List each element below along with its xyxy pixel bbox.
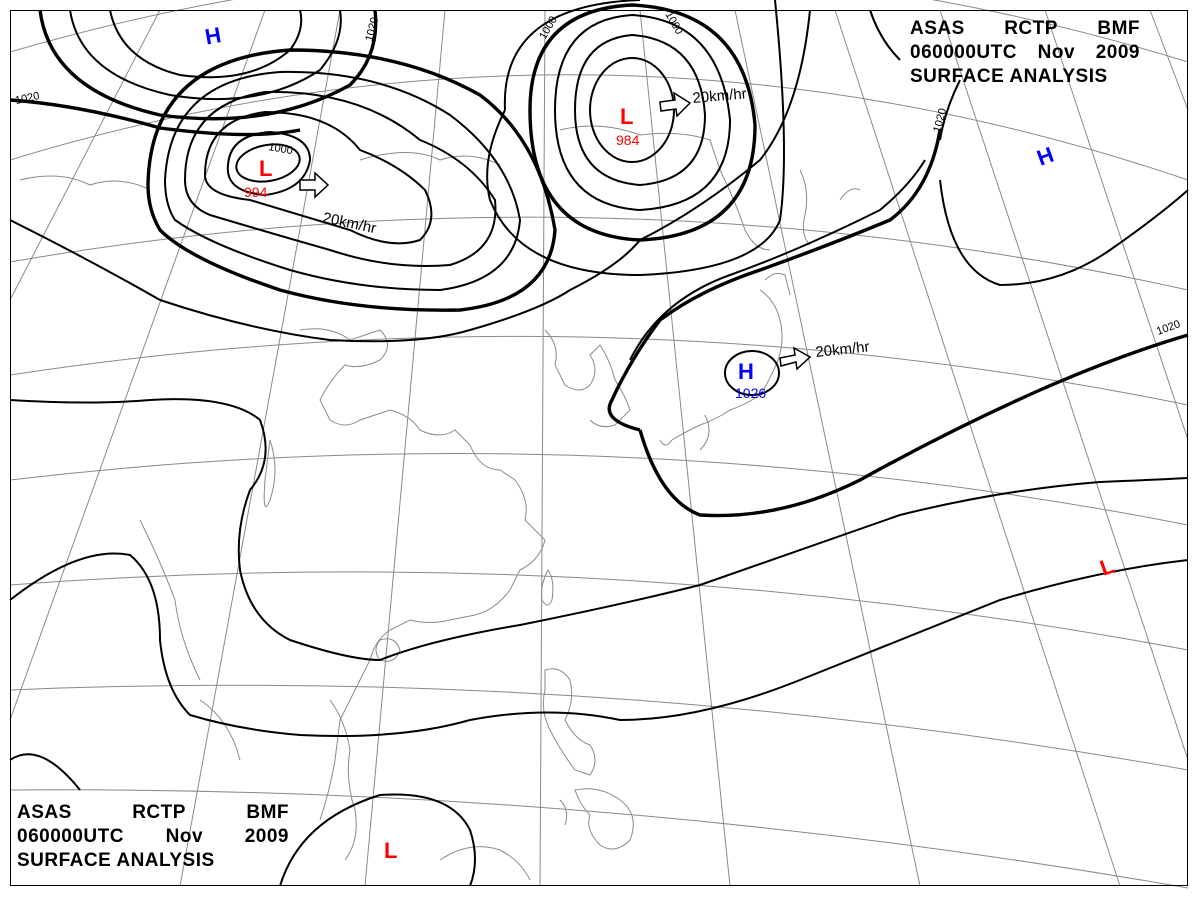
isobar xyxy=(163,70,522,292)
isobar-1026 xyxy=(724,350,780,396)
coastline-philippines-luzon xyxy=(542,668,596,776)
motion-speed-label: 20km/hr xyxy=(692,85,747,107)
coastline-japan xyxy=(659,272,791,451)
isobar xyxy=(9,753,476,887)
isobar xyxy=(869,9,1189,287)
header-product: ASAS xyxy=(910,18,965,39)
isobar xyxy=(629,159,926,361)
latitude-line xyxy=(9,684,1189,771)
isobar xyxy=(486,0,785,277)
longitude-line xyxy=(539,9,546,887)
isobar xyxy=(235,143,301,183)
motion-speed-label: 20km/hr xyxy=(815,338,871,361)
low-pressure-symbol: L xyxy=(384,838,397,863)
isobars xyxy=(9,0,1189,887)
coastline-west-interior xyxy=(19,175,241,761)
longitude-line xyxy=(364,9,446,887)
low-pressure-symbol: L xyxy=(620,104,633,129)
coastline-hainan xyxy=(375,638,401,662)
longitude-line xyxy=(1044,9,1189,441)
header-year: 2009 xyxy=(244,826,289,847)
longitude-line xyxy=(9,9,161,301)
isobar xyxy=(69,9,342,101)
isobar-1020 xyxy=(38,9,378,121)
coastline-philippines-south xyxy=(559,788,634,850)
motion-arrow-icon xyxy=(299,171,330,199)
isobar-label: 1000 xyxy=(267,141,293,157)
isobar xyxy=(9,552,1189,737)
header-station: RCTP xyxy=(1004,18,1058,39)
longitude-line xyxy=(734,9,921,887)
isobar xyxy=(203,110,433,245)
chart-header-top: ASAS RCTP BMF 060000UTC Nov 2009 SURFACE… xyxy=(910,17,1140,89)
coastline-lake xyxy=(263,439,276,508)
motion-arrow-icon xyxy=(779,346,812,371)
longitude-line xyxy=(834,9,1121,887)
isobar xyxy=(226,130,312,197)
isobar xyxy=(9,398,1189,662)
isobar xyxy=(553,13,732,212)
isobar xyxy=(109,9,303,79)
latitude-line xyxy=(9,453,1189,526)
longitude-line xyxy=(179,9,341,887)
central-pressure-value: 994 xyxy=(244,184,268,200)
graticule xyxy=(9,0,1189,889)
isobar xyxy=(939,79,961,141)
longitude-line xyxy=(1149,9,1189,111)
header-year: 2009 xyxy=(1095,42,1140,63)
header-title: SURFACE ANALYSIS xyxy=(910,66,1108,87)
high-pressure-symbol: H xyxy=(738,359,754,384)
coastline-borneo xyxy=(439,846,531,881)
isobar-1020 xyxy=(607,129,1189,518)
latitude-line xyxy=(9,789,1189,889)
header-time: 060000UTC xyxy=(910,42,1017,63)
longitude-line xyxy=(939,9,1189,761)
isobar xyxy=(9,9,811,343)
header-title: SURFACE ANALYSIS xyxy=(17,850,215,871)
central-pressure-value: 984 xyxy=(616,132,640,148)
latitude-line xyxy=(9,335,1189,406)
coastline-sakhalin xyxy=(799,169,861,246)
latitude-line xyxy=(9,216,1189,291)
high-pressure-symbol: H xyxy=(203,22,223,49)
isobar-1000 xyxy=(528,3,757,242)
coastlines xyxy=(19,125,861,881)
header-time: 060000UTC xyxy=(17,826,124,847)
coastline-vietnam xyxy=(329,699,357,861)
isobar-label: 1020 xyxy=(14,90,40,107)
header-month: Nov xyxy=(165,826,204,847)
latitude-line xyxy=(9,0,1189,63)
latitude-line xyxy=(9,74,1189,181)
motion-arrow-icon xyxy=(659,91,692,118)
chart-header-bottom: ASAS RCTP BMF 060000UTC Nov 2009 SURFACE… xyxy=(17,801,289,873)
coastline-russia-north xyxy=(359,125,771,251)
coastline-korea xyxy=(544,329,631,428)
central-pressure-value: 1026 xyxy=(735,385,766,401)
header-source: BMF xyxy=(246,802,289,823)
coastline-taiwan xyxy=(541,569,554,606)
isobar xyxy=(573,33,707,187)
isobar-1020 xyxy=(9,98,301,137)
header-product: ASAS xyxy=(17,802,72,823)
low-pressure-symbol: L xyxy=(259,156,272,181)
header-station: RCTP xyxy=(132,802,186,823)
header-source: BMF xyxy=(1097,18,1140,39)
latitude-line xyxy=(9,571,1189,651)
coastline-china-east xyxy=(299,328,546,821)
longitude-line xyxy=(639,9,731,887)
header-month: Nov xyxy=(1037,42,1076,63)
